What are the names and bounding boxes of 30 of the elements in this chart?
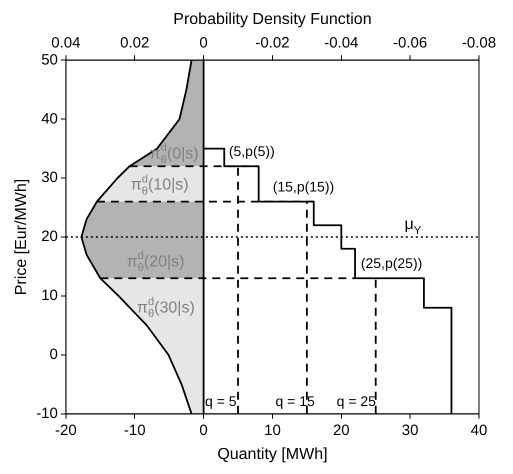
- x-tick-label: 0: [199, 422, 208, 439]
- annotation: (25,p(25)): [360, 255, 422, 272]
- y-tick-label: 0: [50, 346, 58, 364]
- annotation: (5,p(5)): [228, 143, 275, 160]
- x2-tick-label: -0.08: [462, 34, 496, 52]
- x2-tick-label: -0.06: [393, 34, 428, 52]
- x-tick-label: 30: [402, 422, 418, 439]
- x2-axis-title: Probability Density Function: [173, 11, 372, 28]
- y-tick-label: 40: [41, 110, 58, 128]
- x-tick-label: 40: [470, 422, 488, 439]
- x2-tick-label: -0.02: [255, 34, 290, 52]
- annotation: q = 25: [336, 393, 376, 410]
- y-tick-label: -10: [36, 404, 58, 422]
- x2-tick-label: 0: [199, 34, 208, 52]
- x-axis-title: Quantity [MWh]: [217, 446, 328, 463]
- y-tick-label: 30: [41, 169, 58, 186]
- annotation: q = 5: [205, 393, 237, 410]
- x-tick-label: 10: [264, 422, 281, 439]
- annotation: (15,p(15)): [272, 178, 334, 195]
- annotation: q = 15: [276, 393, 316, 410]
- x-tick-label: -20: [55, 422, 77, 439]
- y-tick-label: 10: [41, 287, 58, 304]
- x-tick-label: 20: [332, 422, 350, 439]
- x-tick-label: -10: [124, 422, 146, 439]
- x2-tick-label: 0.04: [51, 34, 80, 52]
- y-tick-label: 20: [41, 228, 58, 246]
- x2-tick-label: -0.04: [324, 34, 358, 52]
- x2-tick-label: 0.02: [120, 34, 150, 52]
- y-tick-label: 50: [41, 51, 58, 68]
- y-axis-title: Price [Eur/MWh]: [13, 178, 30, 296]
